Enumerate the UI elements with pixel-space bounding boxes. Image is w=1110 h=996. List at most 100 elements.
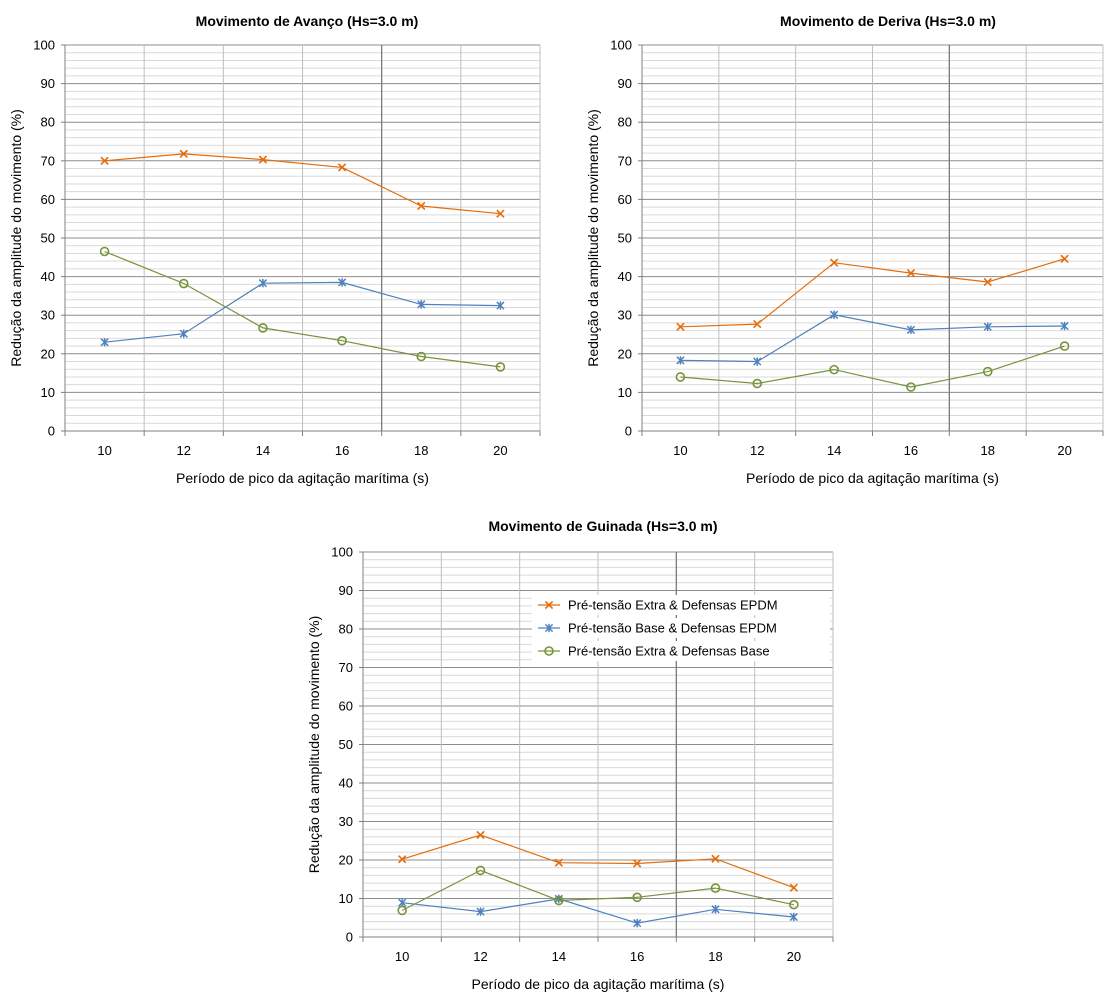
marker-circle (632, 892, 642, 903)
x-tick-label: 16 (904, 443, 918, 458)
y-tick-label: 10 (339, 891, 353, 906)
legend-label: Pré-tensão Extra & Defensas EPDM (568, 598, 778, 613)
data-point (982, 366, 993, 377)
y-tick-label: 40 (618, 269, 632, 284)
marker-circle (829, 364, 839, 375)
y-tick-label: 50 (41, 231, 55, 246)
y-axis-label: Redução da amplitude do movimento (%) (585, 109, 601, 367)
data-point (676, 322, 685, 331)
y-axis-label: Redução da amplitude do movimento (%) (8, 109, 24, 367)
y-tick-label: 0 (346, 930, 353, 945)
marker-x-stroke-b (179, 149, 188, 159)
y-tick-label: 90 (339, 583, 353, 598)
series-x (100, 149, 505, 218)
data-point (1059, 341, 1070, 351)
y-tick-label: 80 (618, 115, 632, 130)
data-point (337, 335, 347, 346)
marker-circle (675, 372, 686, 382)
data-point (397, 905, 407, 916)
series-line (680, 345, 1065, 388)
x-tick-label: 14 (256, 443, 270, 458)
marker-circle (752, 378, 763, 389)
data-point (675, 372, 686, 382)
marker-circle (982, 366, 993, 377)
marker-x-stroke-b (100, 156, 109, 165)
x-tick-label: 18 (414, 443, 428, 458)
y-tick-label: 90 (618, 76, 632, 91)
x-tick-label: 20 (1057, 443, 1071, 458)
data-point (179, 149, 188, 159)
marker-x-stroke-b (676, 322, 685, 331)
y-tick-label: 80 (339, 622, 353, 637)
y-tick-label: 90 (41, 76, 55, 91)
series-line (104, 281, 501, 343)
series-x (398, 830, 798, 892)
data-point (475, 865, 486, 876)
data-point (178, 278, 189, 289)
data-point (711, 905, 720, 914)
marker-x-stroke-b (417, 201, 426, 211)
marker-x-stroke-b (398, 855, 407, 864)
y-tick-label: 0 (48, 424, 55, 439)
x-tick-label: 18 (981, 443, 995, 458)
series-circle (99, 246, 506, 372)
data-point (906, 268, 916, 278)
marker-x-stroke-b (544, 600, 554, 610)
y-tick-label: 20 (41, 346, 55, 361)
y-tick-label: 0 (625, 424, 632, 439)
data-point (99, 246, 110, 257)
series-line (402, 898, 794, 924)
data-point (495, 362, 506, 372)
marker-circle (337, 335, 347, 346)
series-circle (397, 865, 799, 916)
data-point (789, 899, 799, 910)
marker-circle (710, 883, 721, 893)
series-asterisk (676, 310, 1069, 366)
x-tick-label: 16 (335, 443, 349, 458)
data-point (496, 301, 505, 310)
data-point (906, 382, 916, 392)
data-point (496, 209, 505, 218)
marker-circle (178, 278, 189, 289)
y-tick-label: 60 (41, 192, 55, 207)
data-point (753, 319, 762, 329)
x-tick-label: 20 (787, 949, 801, 964)
x-tick-label: 14 (827, 443, 841, 458)
data-point (676, 356, 685, 365)
marker-x-stroke-b (829, 258, 839, 267)
data-point (416, 351, 427, 362)
marker-circle (544, 646, 554, 656)
chart-panel-2: 0 10 20 30 40 50 60 70 80 90 100 10 12 14 16 18 20 Movime… (585, 13, 1104, 486)
chart-panel-1: 0 10 20 30 40 50 60 70 80 90 100 10 12 14 16 18 20 Movime… (8, 13, 541, 486)
x-tick-label: 10 (673, 443, 687, 458)
y-tick-label: 70 (618, 153, 632, 168)
y-tick-label: 50 (618, 231, 632, 246)
data-point (753, 357, 762, 366)
chart-title: Movimento de Deriva (Hs=3.0 m) (780, 13, 996, 29)
x-tick-label: 12 (177, 443, 191, 458)
data-point (398, 898, 407, 907)
y-tick-label: 40 (41, 269, 55, 284)
data-point (179, 329, 188, 338)
series-x (676, 254, 1069, 331)
data-point (258, 155, 268, 164)
data-point (752, 378, 763, 389)
y-tick-label: 60 (339, 699, 353, 714)
series-circle (675, 341, 1070, 392)
marker-circle (258, 323, 268, 333)
data-point (100, 338, 109, 347)
y-tick-label: 70 (339, 660, 353, 675)
legend-bg (532, 641, 830, 661)
marker-x-stroke-b (983, 277, 992, 287)
chart-title: Movimento de Guinada (Hs=3.0 m) (488, 518, 717, 534)
x-tick-label: 10 (97, 443, 111, 458)
data-point (398, 855, 407, 864)
y-tick-label: 20 (339, 853, 353, 868)
x-tick-label: 12 (473, 949, 487, 964)
data-point (633, 859, 642, 868)
data-point (829, 310, 839, 320)
x-axis-label: Período de pico da agitação marítima (s) (472, 976, 725, 992)
x-axis-label: Período de pico da agitação marítima (s) (746, 470, 999, 486)
data-point (983, 277, 992, 287)
data-point (258, 278, 268, 288)
